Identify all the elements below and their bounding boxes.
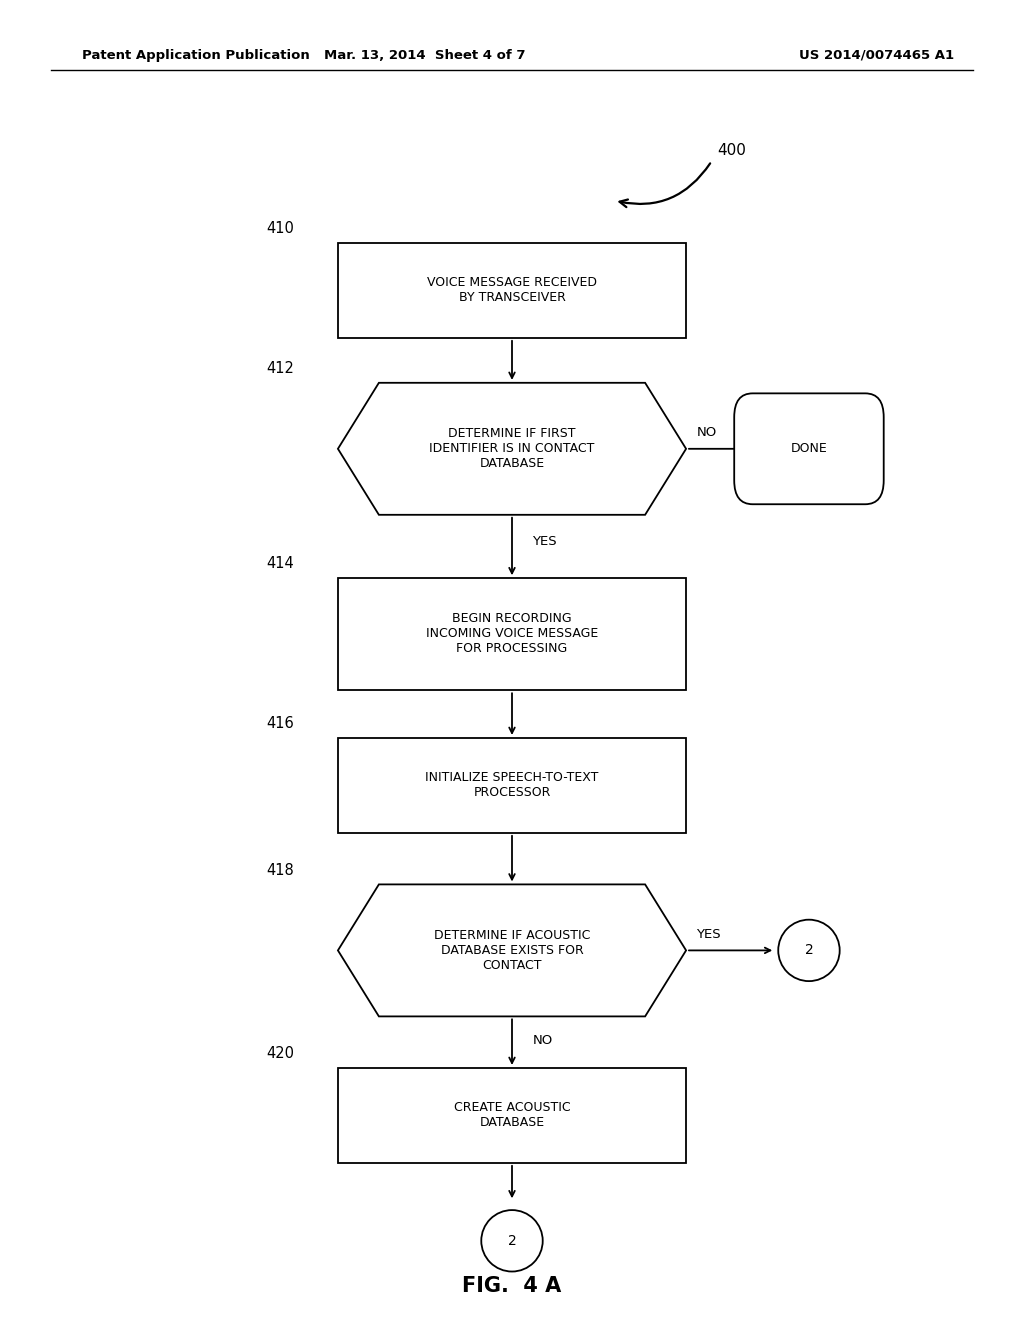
Text: FIG.  4 A: FIG. 4 A: [463, 1275, 561, 1296]
FancyBboxPatch shape: [338, 738, 686, 833]
Text: NO: NO: [532, 1034, 553, 1047]
Text: YES: YES: [696, 928, 721, 941]
Text: NO: NO: [696, 426, 717, 440]
Text: 412: 412: [266, 362, 294, 376]
Text: DONE: DONE: [791, 442, 827, 455]
FancyArrowPatch shape: [620, 164, 711, 207]
Text: 2: 2: [508, 1234, 516, 1247]
Text: Patent Application Publication: Patent Application Publication: [82, 49, 309, 62]
Text: Mar. 13, 2014  Sheet 4 of 7: Mar. 13, 2014 Sheet 4 of 7: [325, 49, 525, 62]
Text: DETERMINE IF FIRST
IDENTIFIER IS IN CONTACT
DATABASE: DETERMINE IF FIRST IDENTIFIER IS IN CONT…: [429, 428, 595, 470]
FancyBboxPatch shape: [338, 243, 686, 338]
Text: 416: 416: [266, 717, 294, 731]
Ellipse shape: [481, 1210, 543, 1271]
Text: INITIALIZE SPEECH-TO-TEXT
PROCESSOR: INITIALIZE SPEECH-TO-TEXT PROCESSOR: [425, 771, 599, 800]
Polygon shape: [338, 884, 686, 1016]
FancyBboxPatch shape: [338, 578, 686, 689]
Text: 420: 420: [266, 1047, 294, 1061]
Text: 400: 400: [717, 143, 745, 158]
Ellipse shape: [778, 920, 840, 981]
Text: 2: 2: [805, 944, 813, 957]
Polygon shape: [338, 383, 686, 515]
Text: 418: 418: [266, 863, 294, 878]
FancyBboxPatch shape: [734, 393, 884, 504]
Text: DETERMINE IF ACOUSTIC
DATABASE EXISTS FOR
CONTACT: DETERMINE IF ACOUSTIC DATABASE EXISTS FO…: [434, 929, 590, 972]
Text: VOICE MESSAGE RECEIVED
BY TRANSCEIVER: VOICE MESSAGE RECEIVED BY TRANSCEIVER: [427, 276, 597, 305]
FancyBboxPatch shape: [338, 1068, 686, 1163]
Text: CREATE ACOUSTIC
DATABASE: CREATE ACOUSTIC DATABASE: [454, 1101, 570, 1130]
Text: YES: YES: [532, 535, 557, 548]
Text: 414: 414: [266, 556, 294, 570]
Text: US 2014/0074465 A1: US 2014/0074465 A1: [799, 49, 953, 62]
Text: 410: 410: [266, 222, 294, 236]
Text: BEGIN RECORDING
INCOMING VOICE MESSAGE
FOR PROCESSING: BEGIN RECORDING INCOMING VOICE MESSAGE F…: [426, 612, 598, 655]
